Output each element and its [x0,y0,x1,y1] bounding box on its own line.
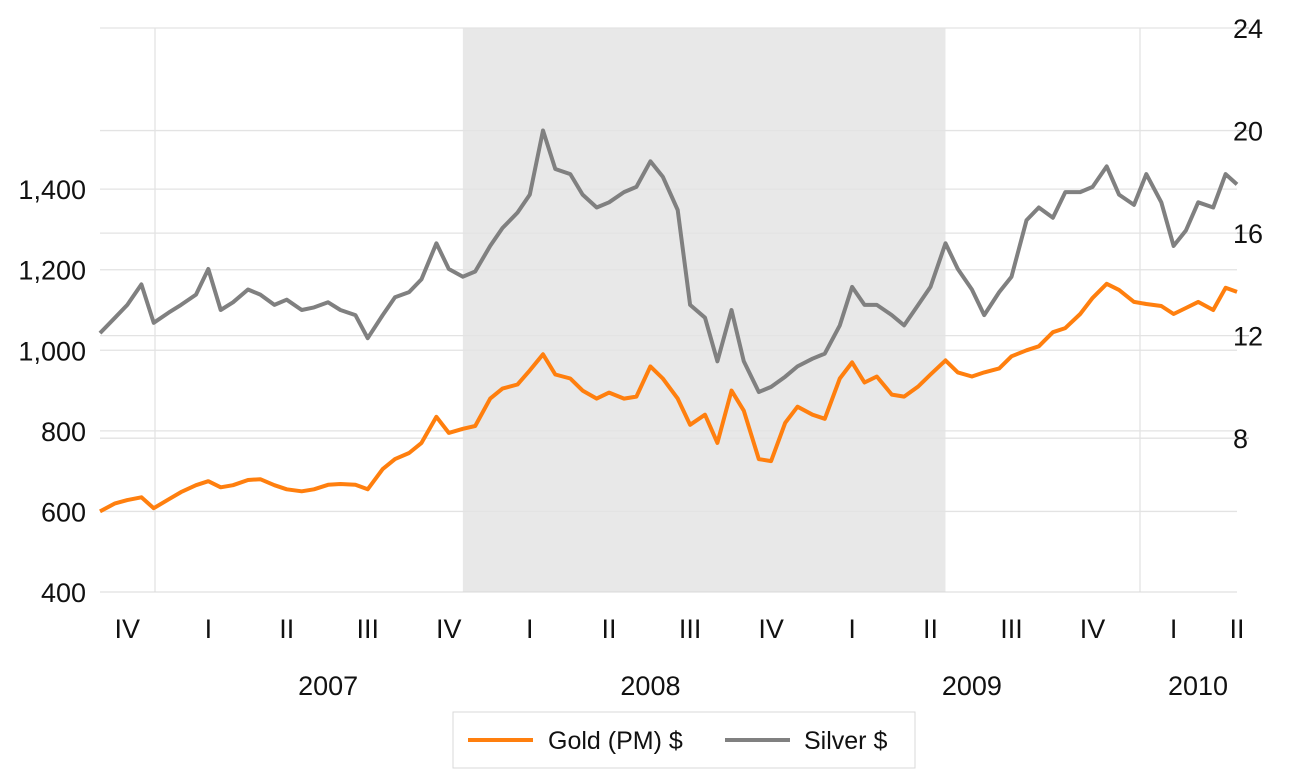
gold-price-line [99,281,1238,514]
quarter-label: III [356,614,379,644]
legend: Gold (PM) $ Silver $ [452,711,916,769]
right-tick-label: 8 [1233,424,1248,454]
left-y-axis: 400 600 800 1,000 1,200 1,400 [18,175,86,608]
legend-silver-label: Silver $ [804,727,887,755]
silver-price-line [98,128,1239,394]
quarter-label: II [602,614,617,644]
quarter-label: I [526,614,534,644]
quarter-label: IV [115,614,141,644]
quarter-label: II [279,614,294,644]
quarter-label: III [679,614,702,644]
quarter-label: IV [758,614,784,644]
year-label-2008: 2008 [620,671,680,701]
shaded-recession-region [462,28,946,592]
left-tick-label: 800 [41,417,86,447]
quarter-label: IV [436,614,462,644]
quarter-label: II [1229,614,1244,644]
series-lines [98,128,1239,514]
quarter-label: II [923,614,938,644]
left-tick-label: 1,200 [18,256,86,286]
quarter-label: III [1000,614,1023,644]
left-tick-label: 400 [41,578,86,608]
right-y-axis: 8 12 16 20 24 [1233,14,1263,454]
right-tick-label: 16 [1233,219,1263,249]
year-label-2009: 2009 [942,671,1002,701]
right-tick-label: 20 [1233,117,1263,147]
year-label-2007: 2007 [298,671,358,701]
quarter-label: IV [1080,614,1106,644]
quarter-label: I [848,614,856,644]
left-tick-label: 1,400 [18,175,86,205]
quarter-label: I [205,614,213,644]
right-tick-label: 12 [1233,322,1263,352]
right-tick-label: 24 [1233,14,1263,44]
year-label-2010: 2010 [1168,671,1228,701]
quarter-label: I [1170,614,1178,644]
left-tick-label: 1,000 [18,336,86,366]
left-tick-label: 600 [41,497,86,527]
legend-gold-label: Gold (PM) $ [548,727,683,755]
